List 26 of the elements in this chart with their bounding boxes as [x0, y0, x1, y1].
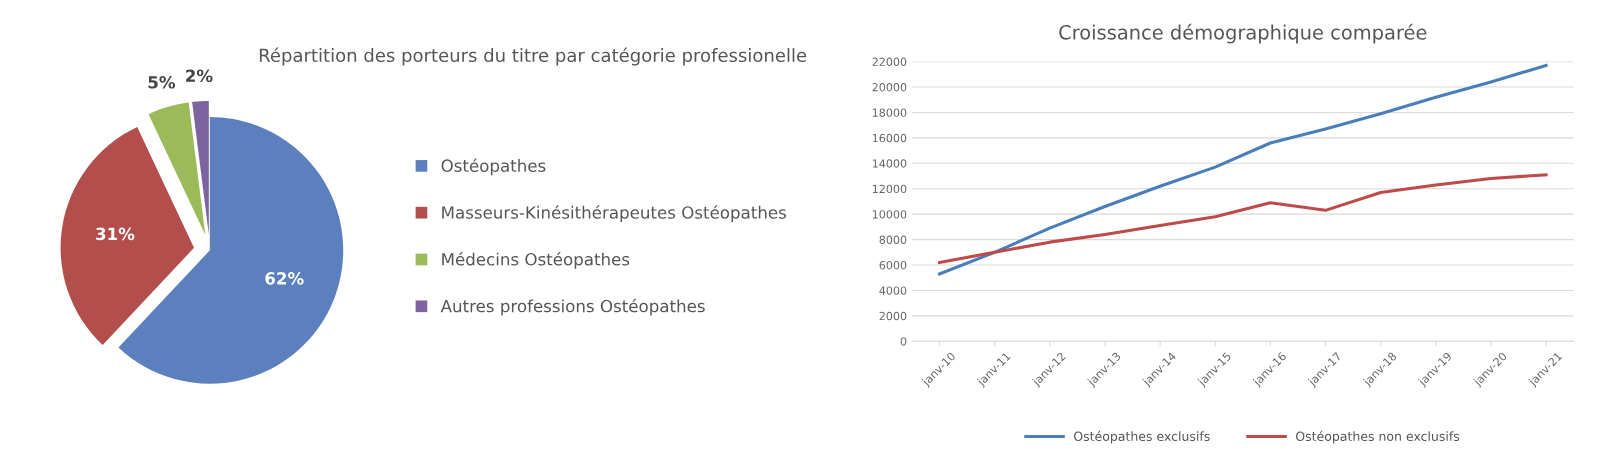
y-tick-label: 2000: [879, 311, 907, 321]
y-tick-label: 18000: [872, 108, 907, 117]
chart-title: Répartition des porteurs du titre par catégorie professionelle: [259, 47, 807, 66]
y-tick-label: 12000: [872, 184, 907, 194]
data-label: 31%: [96, 227, 135, 241]
y-tick-label: 22000: [872, 57, 907, 66]
y-tick-label: 16000: [872, 133, 907, 143]
y-tick-label: 0: [900, 337, 907, 346]
y-tick-label: 8000: [879, 235, 907, 244]
legend-label: Autres professions Ostéopathes: [440, 298, 705, 316]
data-label: 5%: [148, 76, 176, 89]
y-tick-label: 6000: [879, 260, 907, 270]
legend-label: Masseurs-Kinésithérapeutes Ostéopathes: [442, 205, 787, 222]
y-tick-label: 10000: [872, 210, 907, 219]
y-tick-label: 14000: [872, 159, 907, 168]
legend-label: Ostéopathes: [441, 158, 546, 176]
chart-title: Croissance démographique comparée: [1059, 23, 1427, 44]
line-series: [937, 63, 1548, 276]
data-label: 2%: [186, 69, 213, 83]
y-tick-label: 20000: [872, 83, 907, 92]
legend-label: Ostéopathes non exclusifs: [1296, 430, 1460, 444]
legend-label: Ostéopathes exclusifs: [1074, 430, 1210, 444]
legend-label: Médecins Ostéopathes: [442, 252, 630, 269]
y-tick-label: 4000: [879, 286, 907, 295]
data-label: 62%: [265, 272, 304, 285]
line-series: [937, 173, 1548, 264]
